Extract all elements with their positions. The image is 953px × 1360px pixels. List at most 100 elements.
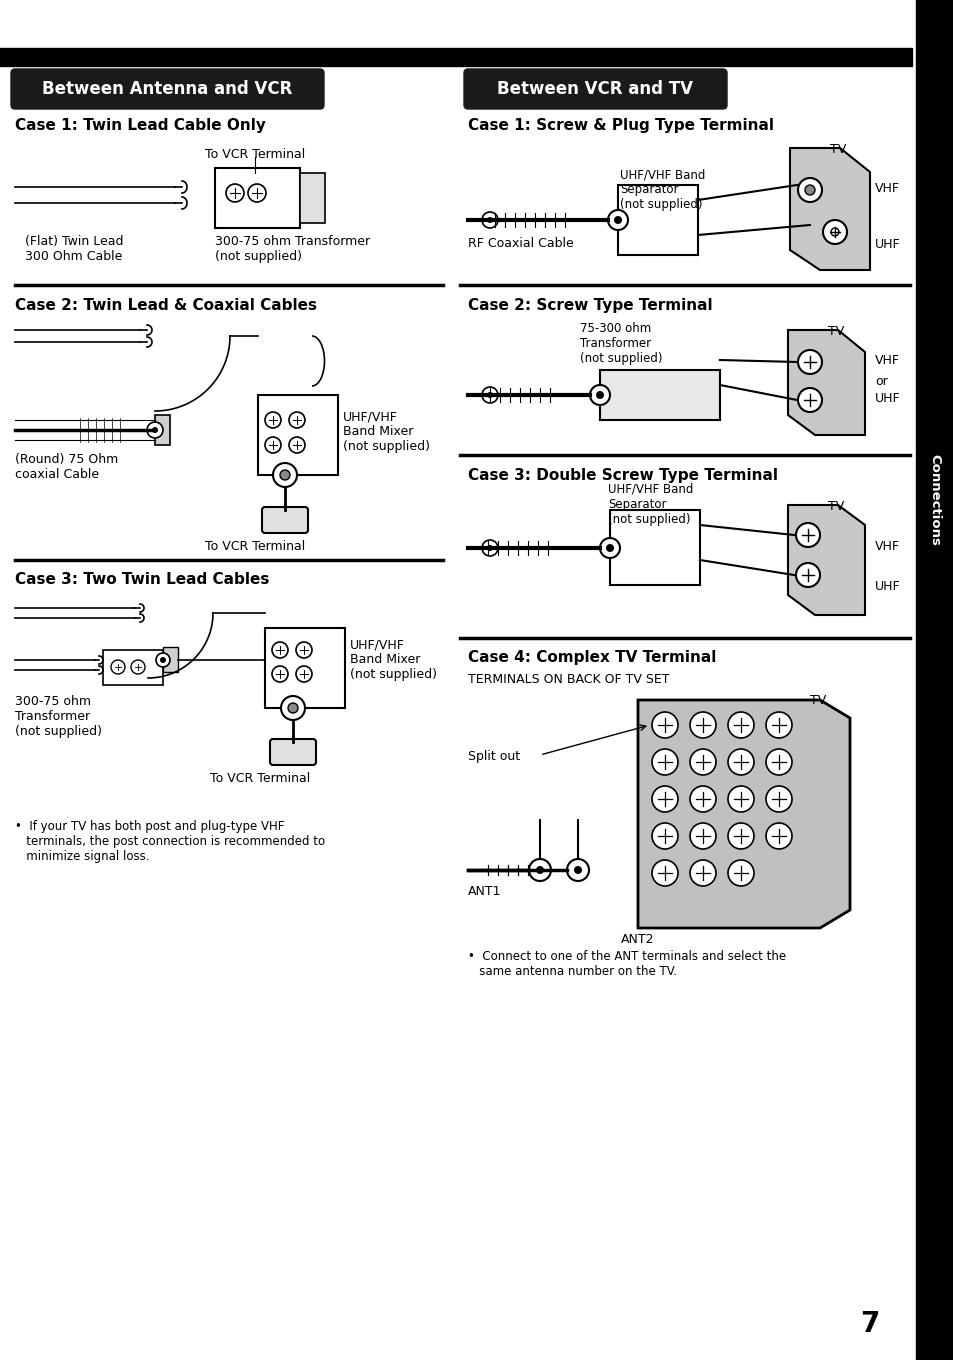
Polygon shape — [789, 148, 869, 271]
Text: Case 4: Complex TV Terminal: Case 4: Complex TV Terminal — [468, 650, 716, 665]
Circle shape — [689, 860, 716, 885]
Circle shape — [689, 786, 716, 812]
Text: Case 3: Two Twin Lead Cables: Case 3: Two Twin Lead Cables — [15, 573, 269, 588]
Text: 300-75 ohm Transformer
(not supplied): 300-75 ohm Transformer (not supplied) — [214, 235, 370, 262]
Circle shape — [614, 216, 621, 224]
Circle shape — [797, 178, 821, 203]
Circle shape — [272, 666, 288, 681]
Text: Case 2: Twin Lead & Coaxial Cables: Case 2: Twin Lead & Coaxial Cables — [15, 298, 316, 313]
Text: •  Connect to one of the ANT terminals and select the
   same antenna number on : • Connect to one of the ANT terminals an… — [468, 951, 785, 978]
Circle shape — [765, 786, 791, 812]
Circle shape — [481, 540, 497, 556]
Circle shape — [574, 866, 581, 874]
Text: UHF/VHF
Band Mixer
(not supplied): UHF/VHF Band Mixer (not supplied) — [343, 409, 430, 453]
Text: TV: TV — [827, 500, 843, 513]
Circle shape — [607, 209, 627, 230]
Text: Case 1: Screw & Plug Type Terminal: Case 1: Screw & Plug Type Terminal — [468, 118, 773, 133]
Text: Case 2: Screw Type Terminal: Case 2: Screw Type Terminal — [468, 298, 712, 313]
Circle shape — [822, 220, 846, 243]
Circle shape — [226, 184, 244, 203]
Text: 7: 7 — [860, 1310, 879, 1338]
FancyBboxPatch shape — [11, 69, 324, 109]
Text: RF Coaxial Cable: RF Coaxial Cable — [468, 237, 573, 250]
Circle shape — [272, 642, 288, 658]
Text: UHF/VHF Band
Separator
(not supplied): UHF/VHF Band Separator (not supplied) — [619, 169, 704, 211]
Text: Connections: Connections — [927, 454, 941, 545]
Circle shape — [651, 786, 678, 812]
Text: Between VCR and TV: Between VCR and TV — [497, 80, 692, 98]
Bar — [214, 169, 299, 228]
Text: UHF: UHF — [874, 392, 900, 405]
Circle shape — [289, 437, 305, 453]
Circle shape — [804, 185, 814, 194]
Text: UHF/VHF Band
Separator
(not supplied): UHF/VHF Band Separator (not supplied) — [607, 483, 693, 526]
Text: 300-75 ohm
Transformer
(not supplied): 300-75 ohm Transformer (not supplied) — [15, 695, 102, 738]
Circle shape — [727, 713, 753, 738]
Circle shape — [111, 660, 125, 675]
FancyBboxPatch shape — [270, 738, 315, 764]
Circle shape — [289, 412, 305, 428]
Circle shape — [727, 823, 753, 849]
Circle shape — [765, 823, 791, 849]
Text: or: or — [874, 375, 887, 388]
Polygon shape — [638, 700, 849, 928]
Bar — [599, 370, 720, 420]
Circle shape — [596, 392, 603, 398]
Circle shape — [288, 703, 297, 713]
Circle shape — [280, 471, 290, 480]
Text: UHF/VHF
Band Mixer
(not supplied): UHF/VHF Band Mixer (not supplied) — [350, 638, 436, 681]
Circle shape — [599, 539, 619, 558]
FancyBboxPatch shape — [262, 507, 308, 533]
Circle shape — [156, 653, 170, 666]
Polygon shape — [787, 505, 864, 615]
Bar — [265, 628, 345, 709]
Circle shape — [651, 749, 678, 775]
Bar — [154, 415, 170, 445]
Circle shape — [797, 350, 821, 374]
Circle shape — [481, 388, 497, 403]
Circle shape — [830, 228, 838, 237]
Circle shape — [727, 786, 753, 812]
Bar — [609, 510, 700, 585]
Text: To VCR Terminal: To VCR Terminal — [205, 540, 305, 554]
Text: •  If your TV has both post and plug-type VHF
   terminals, the post connection : • If your TV has both post and plug-type… — [15, 820, 325, 864]
Text: 75-300 ohm
Transformer
(not supplied): 75-300 ohm Transformer (not supplied) — [579, 322, 661, 364]
Circle shape — [651, 713, 678, 738]
Bar — [163, 647, 178, 672]
Text: TERMINALS ON BACK OF TV SET: TERMINALS ON BACK OF TV SET — [468, 673, 669, 685]
Text: UHF: UHF — [874, 579, 900, 593]
Circle shape — [605, 544, 614, 552]
Circle shape — [727, 749, 753, 775]
Bar — [915, 0, 953, 1360]
Circle shape — [265, 437, 281, 453]
Circle shape — [589, 385, 609, 405]
Text: VHF: VHF — [874, 182, 899, 194]
Text: (Flat) Twin Lead
300 Ohm Cable: (Flat) Twin Lead 300 Ohm Cable — [25, 235, 123, 262]
Circle shape — [131, 660, 145, 675]
Text: TV: TV — [809, 694, 825, 707]
Circle shape — [765, 749, 791, 775]
Text: VHF: VHF — [874, 354, 899, 367]
Circle shape — [689, 749, 716, 775]
Circle shape — [486, 392, 493, 398]
Bar — [0, 48, 911, 67]
Circle shape — [795, 563, 820, 588]
Circle shape — [273, 462, 296, 487]
Text: (Round) 75 Ohm
coaxial Cable: (Round) 75 Ohm coaxial Cable — [15, 453, 118, 481]
Circle shape — [689, 823, 716, 849]
Text: Case 1: Twin Lead Cable Only: Case 1: Twin Lead Cable Only — [15, 118, 266, 133]
Text: ANT1: ANT1 — [468, 885, 501, 898]
Circle shape — [797, 388, 821, 412]
Bar — [257, 394, 337, 475]
Text: Split out: Split out — [468, 749, 519, 763]
Bar — [103, 650, 163, 685]
Bar — [618, 185, 698, 256]
Text: TV: TV — [827, 325, 843, 339]
Text: Case 3: Double Screw Type Terminal: Case 3: Double Screw Type Terminal — [468, 468, 778, 483]
Bar — [299, 173, 325, 223]
Polygon shape — [787, 330, 864, 435]
Circle shape — [160, 657, 166, 664]
Text: To VCR Terminal: To VCR Terminal — [210, 772, 310, 785]
Circle shape — [689, 713, 716, 738]
Text: VHF: VHF — [874, 540, 899, 554]
